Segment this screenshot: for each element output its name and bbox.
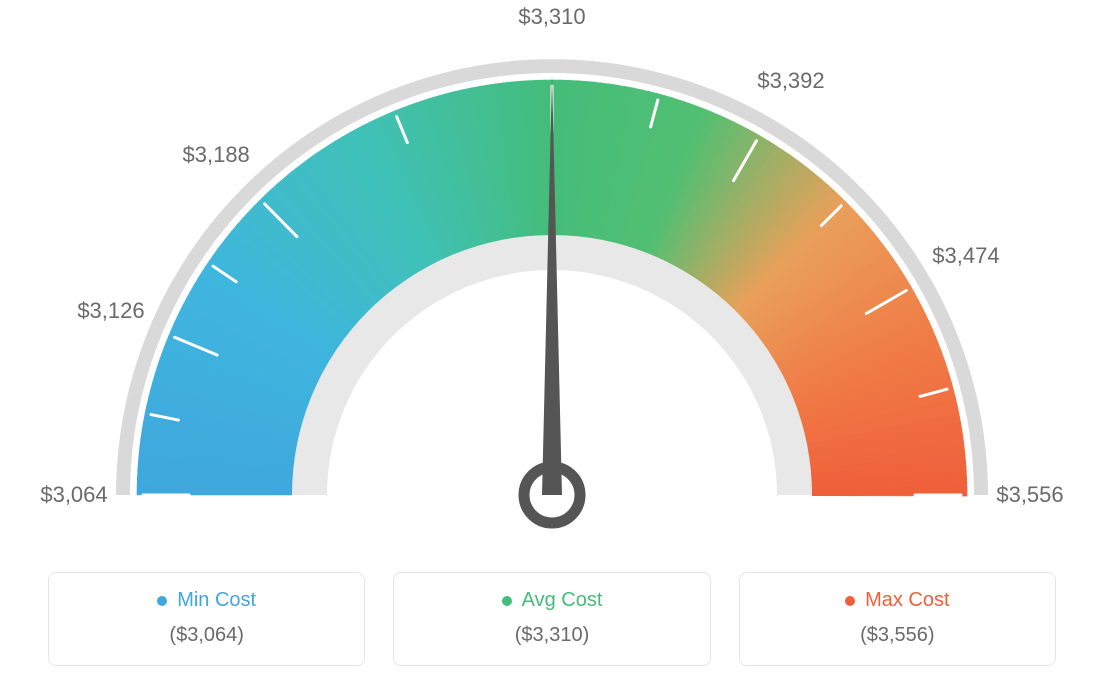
gauge-chart: $3,064 $3,126 $3,188 $3,310 $3,392 $3,474 $3,5… bbox=[0, 0, 1104, 540]
dot-icon bbox=[502, 596, 512, 606]
legend-title-max: Max Cost bbox=[845, 589, 949, 612]
gauge-scale-label: $3,310 bbox=[518, 4, 585, 30]
legend-label: Min Cost bbox=[177, 589, 256, 612]
dot-icon bbox=[157, 596, 167, 606]
legend-value-min: ($3,064) bbox=[49, 624, 364, 647]
dot-icon bbox=[845, 596, 855, 606]
gauge-scale-label: $3,474 bbox=[932, 243, 999, 269]
legend-value-avg: ($3,310) bbox=[394, 624, 709, 647]
gauge-scale-label: $3,392 bbox=[757, 68, 824, 94]
gauge-scale-label: $3,556 bbox=[996, 482, 1063, 508]
gauge-scale-label: $3,188 bbox=[183, 142, 250, 168]
legend-card-max: Max Cost ($3,556) bbox=[739, 572, 1056, 666]
legend-card-min: Min Cost ($3,064) bbox=[48, 572, 365, 666]
legend-value-max: ($3,556) bbox=[740, 624, 1055, 647]
gauge-scale-label: $3,064 bbox=[40, 482, 107, 508]
gauge-svg bbox=[0, 0, 1104, 540]
legend-title-avg: Avg Cost bbox=[502, 589, 603, 612]
legend-card-avg: Avg Cost ($3,310) bbox=[393, 572, 710, 666]
legend-label: Max Cost bbox=[865, 589, 949, 612]
gauge-scale-label: $3,126 bbox=[77, 298, 144, 324]
legend-label: Avg Cost bbox=[522, 589, 603, 612]
legend-row: Min Cost ($3,064) Avg Cost ($3,310) Max … bbox=[0, 572, 1104, 666]
legend-title-min: Min Cost bbox=[157, 589, 256, 612]
